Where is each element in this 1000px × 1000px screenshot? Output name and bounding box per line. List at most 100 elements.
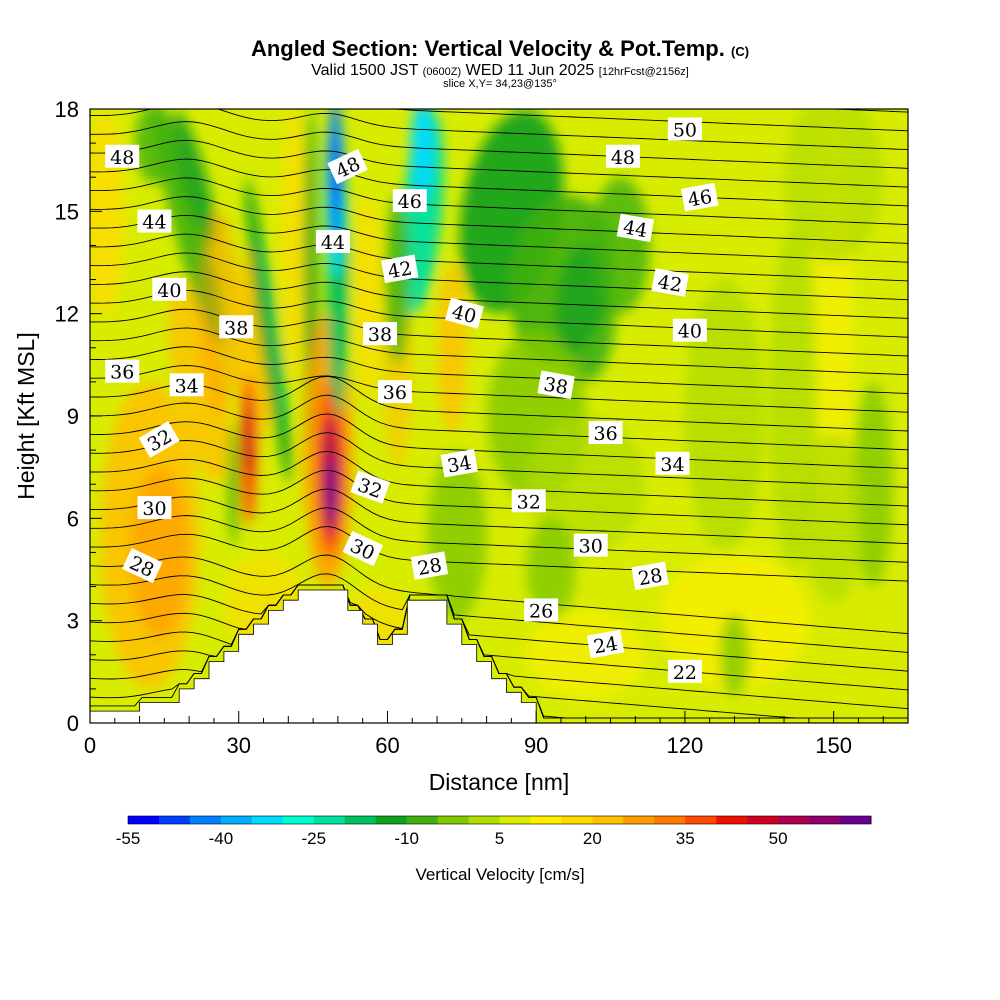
colorbar-swatch: [282, 816, 315, 824]
velocity-field: [90, 109, 894, 723]
velocity-region: [437, 262, 467, 434]
y-tick-label: 15: [55, 199, 79, 224]
theta-contour-line: [90, 177, 908, 226]
colorbar-swatch: [654, 816, 686, 824]
contour-label: 32: [511, 489, 546, 513]
contour-label-bg: [342, 530, 384, 567]
colorbar-tick-label: 20: [583, 829, 602, 848]
contour-label-bg: [511, 489, 546, 513]
colorbar-swatch: [499, 816, 531, 824]
colorbar-swatch: [716, 816, 748, 824]
colorbar-swatch: [468, 816, 500, 824]
theta-contour-line: [90, 47, 908, 94]
contour-label-bg: [573, 533, 608, 557]
x-tick-label: 120: [667, 733, 704, 758]
contour-label-bg: [121, 548, 163, 584]
contour-label-text: 44: [621, 216, 649, 242]
theta-contours: [90, 47, 908, 719]
contour-label-text: 22: [673, 662, 697, 684]
contour-label: 28: [410, 551, 449, 580]
velocity-region: [590, 177, 651, 314]
contour-labels: 4844403634323028384844464238363230284034…: [105, 117, 719, 684]
colorbar-swatch: [778, 816, 810, 824]
chart-subtitle: Valid 1500 JST (0600Z) WED 11 Jun 2025 […: [0, 62, 1000, 80]
theta-contour-line: [90, 413, 908, 469]
velocity-region: [172, 111, 216, 244]
colorbar-swatch: [840, 816, 872, 824]
contour-label: 40: [672, 318, 707, 343]
contour-label-text: 44: [321, 232, 345, 254]
theta-contour-line: [391, 109, 908, 132]
theta-contour-line: [90, 573, 908, 653]
colorbar-tick-label: -40: [209, 829, 234, 848]
colorbar-tick-label: 50: [769, 829, 788, 848]
contour-label: 40: [152, 277, 187, 302]
theta-contour-line: [90, 394, 908, 451]
contour-label-text: 50: [673, 119, 697, 141]
colorbar-tick-label: -10: [394, 829, 419, 848]
contour-label: 38: [219, 315, 254, 339]
contour-label-bg: [392, 189, 427, 213]
theta-contour-line: [90, 214, 908, 263]
contour-label: 42: [381, 254, 419, 283]
contour-label-bg: [152, 277, 187, 301]
colorbar-swatch: [561, 816, 593, 824]
colorbar-swatch: [158, 816, 191, 824]
colorbar-swatch: [251, 816, 284, 824]
y-tick-label: 12: [55, 302, 79, 327]
contour-label: 44: [315, 230, 350, 254]
colorbar-tick-label: 5: [495, 829, 504, 848]
theta-contour-line: [90, 375, 908, 432]
contour-label-text: 40: [157, 280, 181, 302]
theta-contour-line: [90, 139, 908, 188]
contour-label-bg: [363, 322, 398, 346]
colorbar-swatch: [685, 816, 717, 824]
contour-label-bg: [586, 629, 625, 659]
contour-label: 22: [667, 659, 702, 684]
colorbar-swatch: [592, 816, 624, 824]
contour-label: 24: [586, 629, 625, 659]
contour-label-bg: [667, 117, 702, 141]
contour-label-text: 32: [517, 491, 541, 513]
contour-label: 36: [105, 359, 140, 384]
contour-label-bg: [605, 144, 640, 168]
theta-contour-line: [90, 507, 908, 563]
x-tick-label: 30: [226, 733, 250, 758]
contour-label-text: 30: [579, 536, 603, 558]
colorbar-tick-label: -55: [116, 829, 141, 848]
velocity-region: [784, 109, 884, 263]
contour-label-bg: [672, 318, 707, 342]
y-tick-label: 3: [67, 609, 79, 634]
contour-label-bg: [137, 496, 172, 520]
chart-title-text: Angled Section: Vertical Velocity & Pot.…: [250, 36, 725, 61]
colorbar-swatch: [530, 816, 562, 824]
x-axis-label: Distance [nm]: [429, 769, 570, 795]
subtitle-utc: (0600Z): [422, 66, 462, 78]
velocity-region: [526, 518, 576, 621]
velocity-region: [719, 613, 750, 696]
theta-contour-line: [90, 554, 908, 635]
contour-label-text: 38: [368, 324, 392, 346]
contour-label-bg: [219, 315, 254, 339]
y-axis-label: Height [Kft MSL]: [13, 332, 39, 499]
theta-contour-line: [90, 196, 908, 244]
contour-label-text: 26: [529, 600, 553, 622]
field-blobs: [90, 109, 894, 723]
contour-label-bg: [680, 182, 719, 212]
contour-label-bg: [315, 230, 350, 254]
theta-contour-line: [90, 450, 908, 507]
theta-contour-line: [90, 469, 908, 526]
theta-contour-line: [90, 233, 908, 282]
contour-label-bg: [377, 380, 412, 404]
colorbar-swatch: [375, 816, 408, 824]
x-tick-label: 0: [84, 733, 96, 758]
velocity-region: [410, 109, 435, 202]
colorbar-swatch: [406, 816, 439, 824]
velocity-region: [853, 381, 894, 587]
x-tick-label: 90: [524, 733, 548, 758]
theta-contour-line: [90, 488, 908, 545]
colorbar-swatch: [128, 816, 160, 824]
contour-label-bg: [537, 370, 575, 400]
contour-label-bg: [631, 561, 669, 591]
